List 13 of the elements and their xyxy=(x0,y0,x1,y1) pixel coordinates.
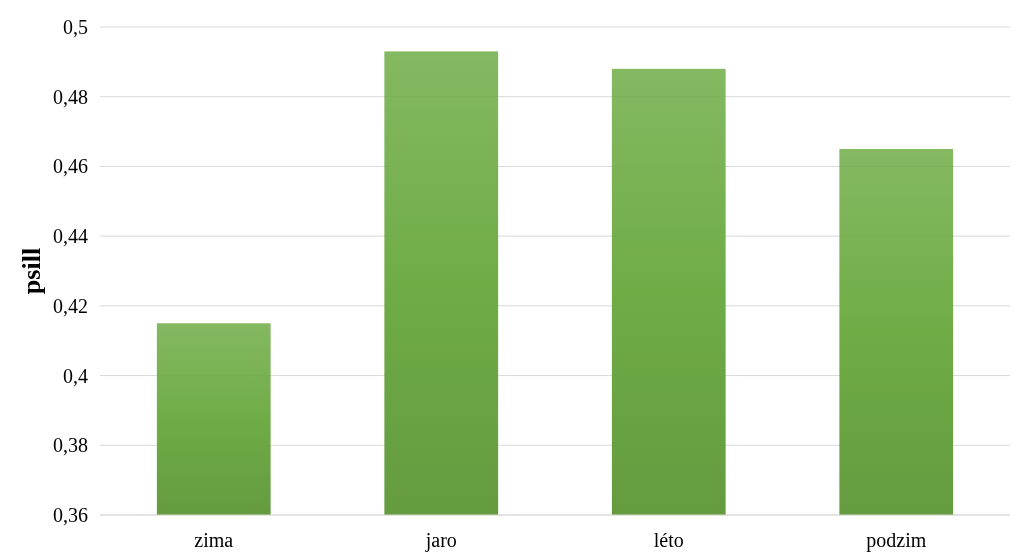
x-tick-label: zima xyxy=(194,529,234,551)
x-tick-label: podzim xyxy=(866,529,927,552)
y-tick-label: 0,42 xyxy=(53,294,88,317)
y-axis-title: psill xyxy=(17,247,46,295)
y-tick-label: 0,36 xyxy=(53,504,88,526)
y-tick-label: 0,44 xyxy=(53,225,88,248)
y-tick-label: 0,46 xyxy=(53,155,88,178)
y-tick-label: 0,4 xyxy=(63,364,88,387)
y-tick-label: 0,5 xyxy=(63,16,88,38)
y-tick-label: 0,48 xyxy=(53,85,88,108)
y-tick-label: 0,38 xyxy=(53,434,88,457)
x-tick-label: jaro xyxy=(424,529,457,552)
x-tick-label: léto xyxy=(653,529,684,551)
